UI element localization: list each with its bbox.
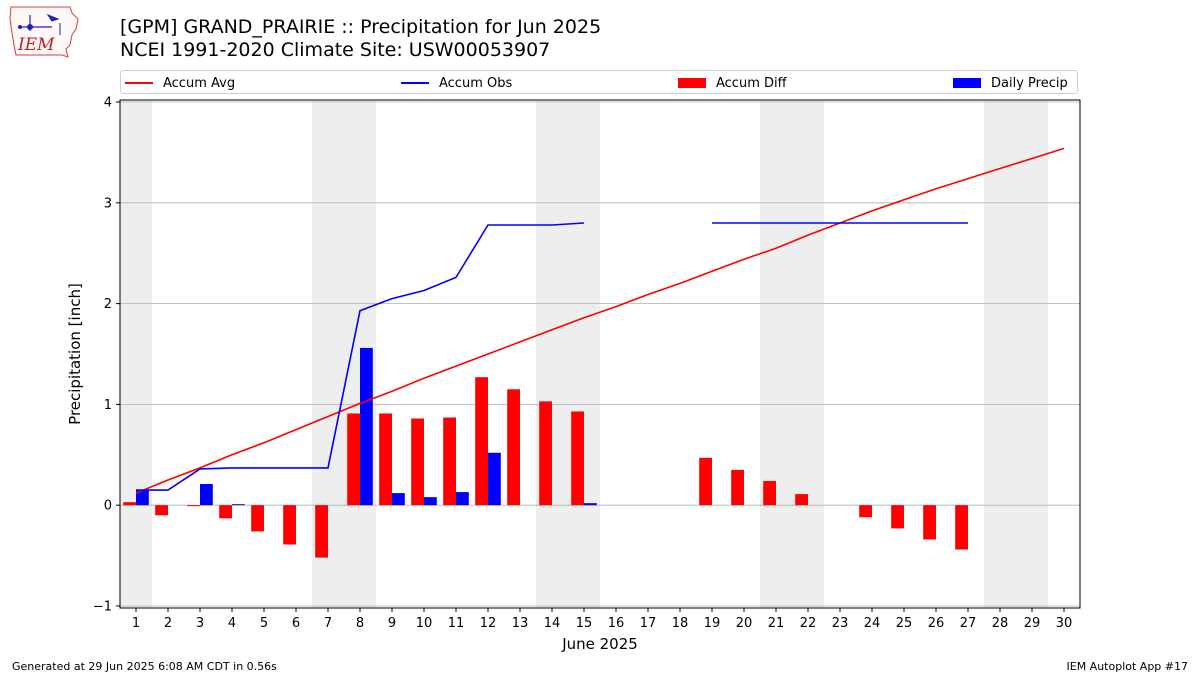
x-tick-label-25: 25 xyxy=(896,616,913,631)
accum-diff-bar-20 xyxy=(731,469,744,506)
daily-precip-bar-1 xyxy=(136,490,149,506)
x-tick-label-20: 20 xyxy=(736,616,753,631)
accum-avg-line-0 xyxy=(135,147,1065,494)
legend-swatch-accum-avg xyxy=(125,82,153,84)
daily-precip-bar-11 xyxy=(456,492,469,506)
daily-precip-bar-8 xyxy=(360,347,373,506)
x-tick-label-1: 1 xyxy=(132,616,140,631)
accum-obs-line-0 xyxy=(136,222,585,491)
accum-diff-bar-27 xyxy=(955,505,968,550)
accum-diff-bar-4 xyxy=(219,505,232,519)
x-tick-label-14: 14 xyxy=(544,616,561,631)
legend-label-accum-obs: Accum Obs xyxy=(439,75,513,91)
legend-swatch-daily-precip xyxy=(953,78,981,88)
daily-precip-bar-12 xyxy=(488,452,501,506)
x-tick-label-29: 29 xyxy=(1024,616,1041,631)
x-axis-label: June 2025 xyxy=(561,635,638,653)
legend-item-accum-obs: Accum Obs xyxy=(401,73,512,93)
accum-diff-bar-1 xyxy=(123,502,136,506)
x-tick-label-16: 16 xyxy=(608,616,625,631)
legend-label-daily-precip: Daily Precip xyxy=(991,75,1068,91)
accum-diff-bar-12 xyxy=(475,377,488,506)
legend-label-accum-avg: Accum Avg xyxy=(163,75,236,91)
x-tick-label-26: 26 xyxy=(928,616,945,631)
x-tick-label-18: 18 xyxy=(672,616,689,631)
x-tick-label-2: 2 xyxy=(164,616,172,631)
x-tick-label-27: 27 xyxy=(960,616,977,631)
x-tick-label-15: 15 xyxy=(576,616,593,631)
legend-swatch-accum-obs xyxy=(401,82,429,84)
accum-diff-bar-9 xyxy=(379,413,392,506)
accum-diff-bar-19 xyxy=(699,457,712,506)
iowa-map-outline-icon xyxy=(9,6,79,58)
generated-footer: Generated at 29 Jun 2025 6:08 AM CDT in … xyxy=(12,660,277,673)
y-tick-label-2: 2 xyxy=(104,297,112,312)
accum-diff-bar-7 xyxy=(315,505,328,558)
x-tick-label-17: 17 xyxy=(640,616,657,631)
y-tick-label-0: 0 xyxy=(104,499,112,514)
accum-diff-bar-3 xyxy=(187,505,200,507)
x-tick-label-7: 7 xyxy=(324,616,332,631)
x-tick-label-12: 12 xyxy=(480,616,497,631)
daily-precip-bar-15 xyxy=(584,503,597,506)
legend-item-accum-diff: Accum Diff xyxy=(678,73,787,93)
x-tick-label-21: 21 xyxy=(768,616,785,631)
accum-diff-bar-2 xyxy=(155,505,168,516)
accum-diff-bar-25 xyxy=(891,505,904,529)
accum-diff-bar-22 xyxy=(795,494,808,506)
x-tick-label-4: 4 xyxy=(228,616,236,631)
weekend-shade-4 xyxy=(984,100,1048,608)
x-tick-label-8: 8 xyxy=(356,616,364,631)
weekend-shade-0 xyxy=(120,100,152,608)
x-tick-label-30: 30 xyxy=(1056,616,1073,631)
x-tick-label-5: 5 xyxy=(260,616,268,631)
x-tick-label-28: 28 xyxy=(992,616,1009,631)
legend-swatch-accum-diff xyxy=(678,78,706,88)
y-tick-label-3: 3 xyxy=(104,196,112,211)
accum-diff-bar-11 xyxy=(443,417,456,506)
logo-text: IEM xyxy=(17,35,55,55)
accum-diff-bar-14 xyxy=(539,401,552,506)
x-tick-label-13: 13 xyxy=(512,616,529,631)
accum-diff-bar-5 xyxy=(251,505,264,532)
x-tick-label-11: 11 xyxy=(448,616,465,631)
accum-diff-bar-10 xyxy=(411,418,424,506)
y-tick-label--1: −1 xyxy=(93,599,112,614)
chart-subtitle: NCEI 1991-2020 Climate Site: USW00053907 xyxy=(120,39,551,61)
app-footer: IEM Autoplot App #17 xyxy=(1066,660,1189,673)
weekend-shade-3 xyxy=(760,100,824,608)
accum-diff-bar-15 xyxy=(571,411,584,506)
plot-frame xyxy=(119,99,1081,609)
x-tick-label-24: 24 xyxy=(864,616,881,631)
daily-precip-bar-10 xyxy=(424,497,437,506)
x-tick-label-6: 6 xyxy=(292,616,300,631)
x-tick-label-9: 9 xyxy=(388,616,396,631)
y-tick-label-4: 4 xyxy=(104,96,112,111)
accum-diff-bar-6 xyxy=(283,505,296,545)
legend-item-daily-precip: Daily Precip xyxy=(953,73,1068,93)
x-tick-label-22: 22 xyxy=(800,616,817,631)
daily-precip-bar-9 xyxy=(392,493,405,506)
iem-logo: IEM xyxy=(9,6,79,58)
x-tick-label-3: 3 xyxy=(196,616,204,631)
legend-label-accum-diff: Accum Diff xyxy=(716,75,787,91)
weather-instrument-icon xyxy=(18,13,61,35)
y-tick-label-1: 1 xyxy=(104,398,112,413)
legend-item-accum-avg: Accum Avg xyxy=(125,73,235,93)
x-tick-label-19: 19 xyxy=(704,616,721,631)
accum-diff-bar-8 xyxy=(347,413,360,506)
x-tick-label-10: 10 xyxy=(416,616,433,631)
accum-diff-bar-13 xyxy=(507,389,520,506)
chart-legend: Accum Avg Accum Obs Accum Diff Daily Pre… xyxy=(120,70,1078,94)
y-axis-label: Precipitation [inch] xyxy=(66,283,84,425)
accum-diff-bar-21 xyxy=(763,481,776,506)
daily-precip-bar-4 xyxy=(232,504,245,506)
chart-title: [GPM] GRAND_PRAIRIE :: Precipitation for… xyxy=(120,16,602,38)
accum-diff-bar-26 xyxy=(923,505,936,540)
x-tick-label-23: 23 xyxy=(832,616,849,631)
weekend-shade-2 xyxy=(536,100,600,608)
daily-precip-bar-3 xyxy=(200,484,213,506)
accum-diff-bar-24 xyxy=(859,505,872,518)
